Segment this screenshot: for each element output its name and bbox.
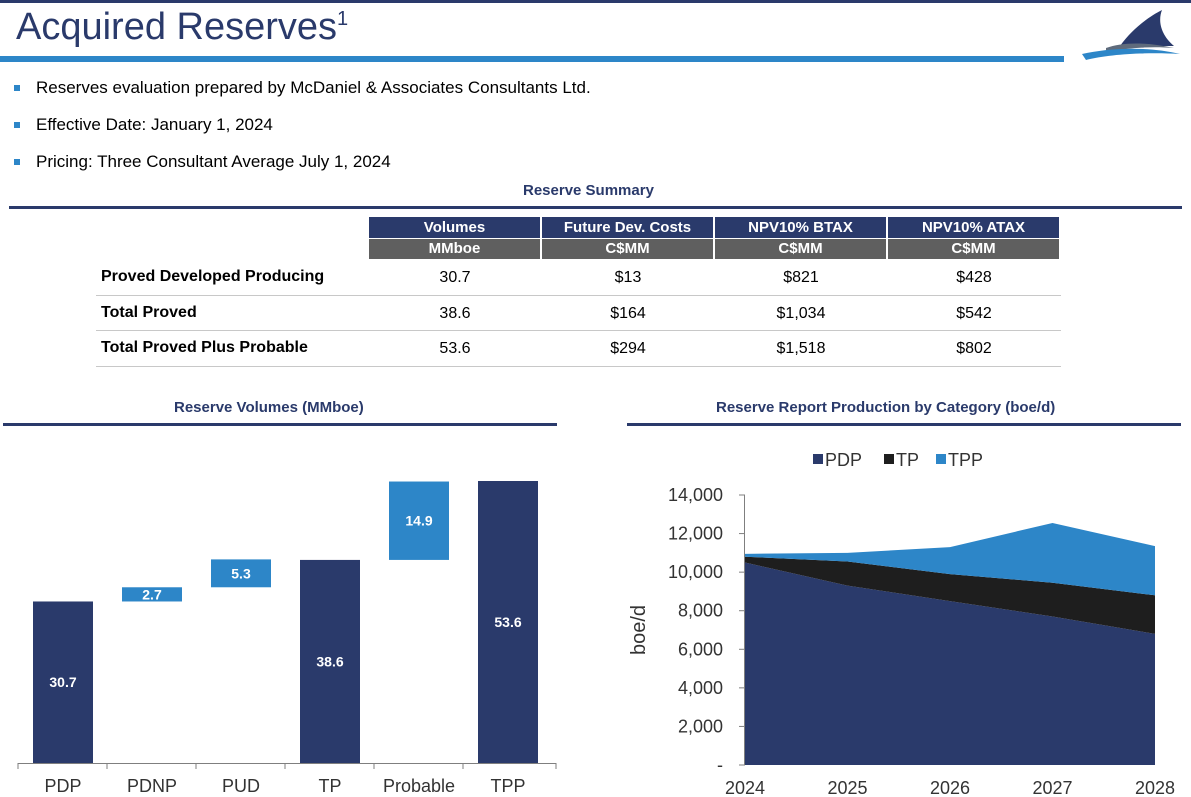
bar-pdp <box>33 601 93 763</box>
x-tick-label: PDP <box>44 776 81 796</box>
x-tick-label: 2027 <box>1032 778 1072 797</box>
data-label: 14.9 <box>405 513 432 529</box>
row-divider <box>96 295 1061 296</box>
bar-pud <box>211 559 271 588</box>
x-tick-label: TPP <box>490 776 525 796</box>
x-tick-label: 2028 <box>1135 778 1175 797</box>
area-chart-title: Reserve Report Production by Category (b… <box>716 399 1056 416</box>
legend-swatch <box>813 454 823 464</box>
table-cell: 30.7 <box>439 269 471 286</box>
row-label: Total Proved <box>101 304 197 321</box>
table-cell: $13 <box>614 269 642 286</box>
table-cell: $1,034 <box>776 305 826 322</box>
page-title: Acquired Reserves1 <box>16 6 349 48</box>
x-tick-label: PDNP <box>127 776 177 796</box>
y-tick-label: - <box>717 755 723 775</box>
table-title: Reserve Summary <box>523 182 654 199</box>
data-label: 2.7 <box>142 586 162 602</box>
column-header: NPV10% BTAX <box>715 217 886 238</box>
y-tick-label: 8,000 <box>678 601 723 621</box>
square-bullet-icon <box>14 122 20 128</box>
legend-swatch <box>936 454 946 464</box>
row-divider <box>96 330 1061 331</box>
x-tick-label: 2026 <box>930 778 970 797</box>
legend-label: TPP <box>948 450 983 470</box>
column-unit: MMboe <box>369 239 540 259</box>
bullet-item: Reserves evaluation prepared by McDaniel… <box>12 78 591 115</box>
waterfall-chart: 30.7 PDP 2.7 PDNP 5.3 PUD 38.6 TP 14.9 Probable 53… <box>17 481 557 796</box>
bullet-item: Pricing: Three Consultant Average July 1… <box>12 152 591 189</box>
bar-tp <box>300 559 360 763</box>
table-cell: $294 <box>610 340 646 357</box>
y-tick-label: 14,000 <box>668 485 723 505</box>
legend-label: PDP <box>825 450 862 470</box>
bar-tpp <box>478 481 538 763</box>
data-label: 38.6 <box>316 653 343 669</box>
shark-fin-wave-logo-icon <box>1082 10 1180 60</box>
table-cell: $802 <box>956 340 992 357</box>
x-tick-label: PUD <box>222 776 260 796</box>
bar-pdnp <box>122 587 182 602</box>
square-bullet-icon <box>14 85 20 91</box>
waterfall-chart-title: Reserve Volumes (MMboe) <box>174 399 364 416</box>
y-tick-label: 10,000 <box>668 562 723 582</box>
y-tick-label: 12,000 <box>668 524 723 544</box>
column-header: Future Dev. Costs <box>542 217 713 238</box>
column-header: Volumes <box>369 217 540 238</box>
table-cell: $164 <box>610 305 646 322</box>
row-label: Proved Developed Producing <box>101 268 325 285</box>
data-label: 30.7 <box>49 674 76 690</box>
y-tick-label: 6,000 <box>678 639 723 659</box>
table-cell: $428 <box>956 269 992 286</box>
area-chart-rule <box>627 423 1181 426</box>
data-label: 5.3 <box>231 565 251 581</box>
column-unit: C$MM <box>888 239 1059 259</box>
table-cell: $542 <box>956 305 992 322</box>
table-cell: 53.6 <box>439 340 471 357</box>
top-border <box>0 0 1191 3</box>
x-tick-label: 2024 <box>725 778 765 797</box>
x-tick-label: TP <box>318 776 341 796</box>
row-label: Total Proved Plus Probable <box>101 339 308 356</box>
area-series-tp <box>745 556 1155 634</box>
table-cell: $821 <box>783 269 819 286</box>
y-axis-label: boe/d <box>628 605 650 655</box>
table-cell: $1,518 <box>776 340 826 357</box>
y-tick-label: 2,000 <box>678 716 723 736</box>
table-rule <box>9 206 1182 209</box>
waterfall-chart-rule <box>3 423 557 426</box>
legend-swatch <box>884 454 894 464</box>
legend-label: TP <box>896 450 919 470</box>
area-series-pdp <box>745 562 1155 765</box>
column-unit: C$MM <box>542 239 713 259</box>
bullet-list: Reserves evaluation prepared by McDaniel… <box>12 78 591 189</box>
title-footnote: 1 <box>337 8 349 30</box>
x-tick-label: 2025 <box>827 778 867 797</box>
area-series-tpp <box>745 522 1155 596</box>
x-tick-label: Probable <box>383 776 455 796</box>
data-label: 53.6 <box>494 614 521 630</box>
table-cell: 38.6 <box>439 305 471 322</box>
column-unit: C$MM <box>715 239 886 259</box>
y-tick-label: 4,000 <box>678 678 723 698</box>
row-divider <box>96 366 1061 367</box>
title-rule <box>0 56 1064 62</box>
column-header: NPV10% ATAX <box>888 217 1059 238</box>
square-bullet-icon <box>14 159 20 165</box>
bullet-item: Effective Date: January 1, 2024 <box>12 115 591 152</box>
bar-probable <box>389 481 449 560</box>
area-chart: - 2,000 4,000 6,000 8,000 10,000 12,000 14,000 b… <box>628 450 1175 797</box>
